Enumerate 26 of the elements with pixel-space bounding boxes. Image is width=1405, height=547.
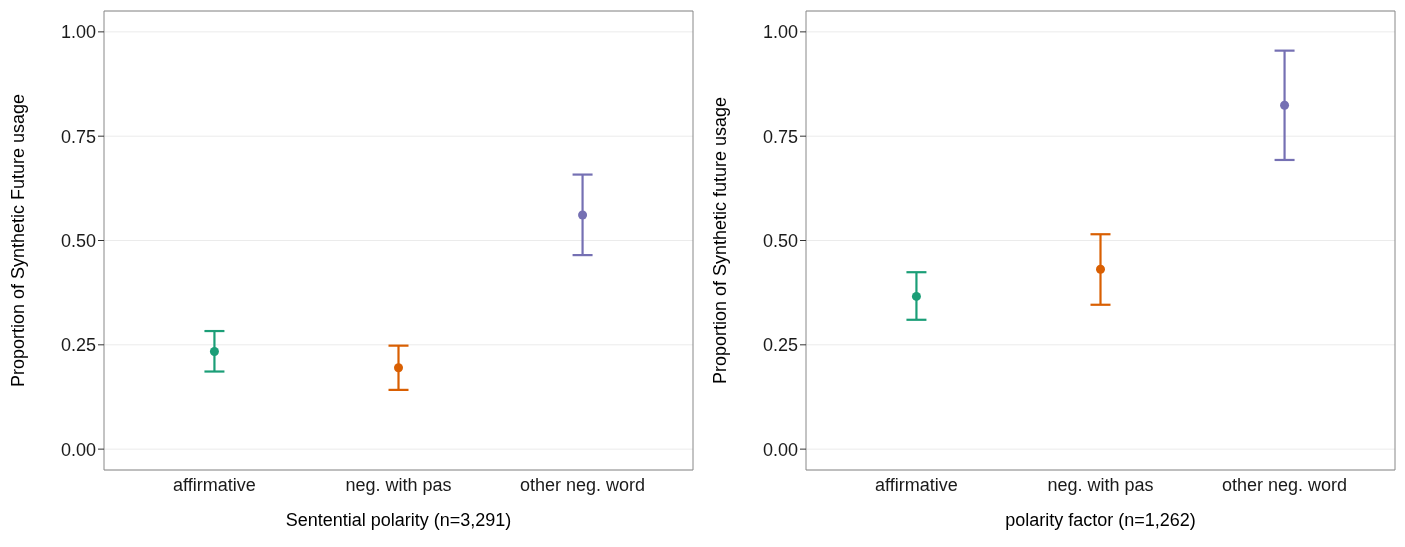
x-tick-label: neg. with pas — [1047, 474, 1154, 495]
point — [209, 347, 219, 356]
y-axis-title: Proportion of Synthetic Future usage — [8, 93, 29, 388]
y-tick-label: 0.00 — [60, 439, 96, 460]
y-tick-label: 0.75 — [762, 126, 798, 147]
x-tick-label: affirmative — [875, 474, 958, 495]
x-tick-label: neg. with pas — [345, 474, 452, 495]
y-tick-label: 0.50 — [60, 230, 96, 251]
point — [578, 210, 588, 220]
x-tick-label: other neg. word — [1222, 474, 1348, 495]
x-axis-title: Sentential polarity (n=3,291) — [285, 510, 512, 530]
x-tick-label: affirmative — [173, 474, 256, 495]
y-tick-label: 0.25 — [60, 335, 96, 356]
point — [1280, 100, 1290, 110]
y-tick-label: 0.50 — [762, 230, 798, 251]
y-tick-label: 1.00 — [762, 22, 798, 43]
x-axis-title: polarity factor (n=1,262) — [1005, 510, 1196, 530]
x-tick-label: other neg. word — [520, 474, 646, 495]
point — [394, 363, 403, 373]
y-tick-label: 1.00 — [60, 22, 96, 43]
y-tick-label: 0.75 — [60, 126, 96, 147]
y-axis-title: Proportion of Synthetic future usage — [710, 96, 731, 385]
point — [1096, 264, 1105, 274]
y-tick-label: 0.00 — [762, 439, 798, 460]
point — [911, 291, 921, 301]
y-tick-label: 0.25 — [762, 335, 798, 356]
